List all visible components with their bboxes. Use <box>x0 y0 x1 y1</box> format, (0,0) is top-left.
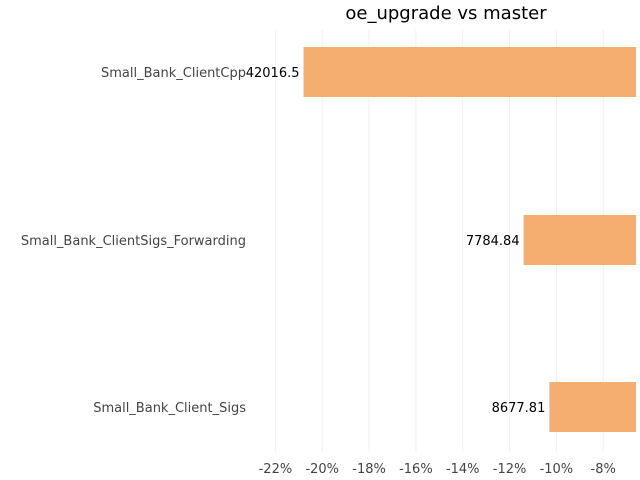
category-label: Small_Bank_ClientCpp <box>101 66 246 81</box>
bar <box>523 215 636 265</box>
x-tick-label: -18% <box>352 462 386 477</box>
data-label: 8677.81 <box>492 401 546 416</box>
grid-lines <box>274 30 604 452</box>
category-label: Small_Bank_ClientSigs_Forwarding <box>21 234 246 249</box>
data-label: 42016.5 <box>246 66 300 81</box>
data-label: 7784.84 <box>466 234 520 249</box>
category-label: Small_Bank_Client_Sigs <box>93 401 246 416</box>
bar <box>549 382 636 432</box>
x-tick-label: -14% <box>446 462 480 477</box>
bars <box>303 47 636 432</box>
x-tick-label: -10% <box>540 462 574 477</box>
chart-title: oe_upgrade vs master <box>345 3 547 24</box>
x-tick-label: -16% <box>399 462 433 477</box>
x-tick-label: -22% <box>259 462 293 477</box>
x-axis-ticks: -22% -20% -18% -16% -14% -12% -10% -8% <box>259 462 616 477</box>
data-labels: 42016.5 7784.84 8677.81 <box>246 66 546 416</box>
category-labels: Small_Bank_ClientCpp Small_Bank_ClientSig… <box>21 66 246 416</box>
x-tick-label: -8% <box>591 462 616 477</box>
x-tick-label: -12% <box>493 462 527 477</box>
bar <box>303 47 636 97</box>
x-tick-label: -20% <box>305 462 339 477</box>
